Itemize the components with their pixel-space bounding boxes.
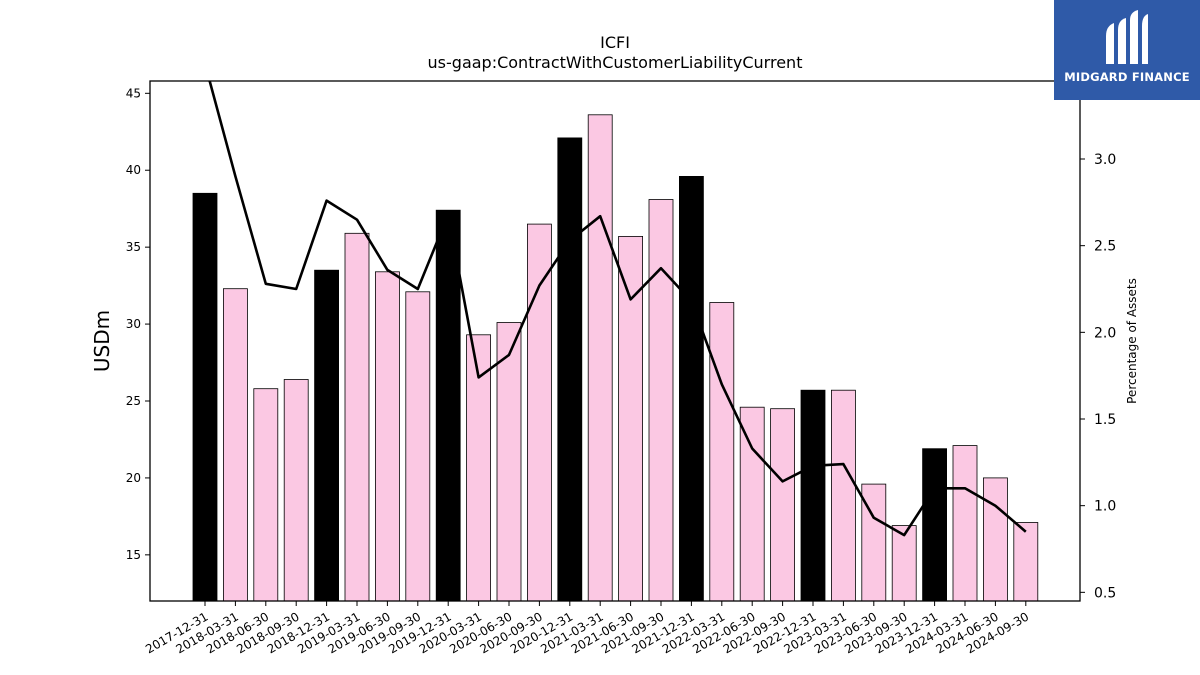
bar-2023-03-31 (831, 389, 856, 602)
bar-2024-06-30 (983, 477, 1008, 602)
y-axis-label: USDm (90, 310, 114, 372)
bar-2018-12-31 (314, 269, 340, 602)
bars-group (192, 114, 1039, 602)
bar-2019-09-30 (405, 291, 431, 602)
bar-2019-12-31 (435, 209, 461, 602)
bar-2018-03-31 (222, 288, 248, 602)
bar-2019-03-31 (344, 232, 370, 602)
chart-title: ICFI (600, 33, 630, 52)
bar-2022-12-31 (800, 389, 826, 602)
x-axis: 2017-12-312018-03-312018-06-302018-09-30… (143, 601, 1031, 656)
bar-2022-03-31 (709, 302, 735, 602)
bar-2021-03-31 (587, 114, 613, 602)
y-tick-label: 35 (126, 240, 141, 254)
y-tick-label: 25 (126, 394, 141, 408)
bar-2017-12-31 (192, 192, 218, 602)
percentage-line (208, 81, 1027, 537)
y2-tick-label: 2.0 (1094, 325, 1116, 341)
bar-2023-09-30 (891, 525, 917, 602)
y2-tick-label: 1.0 (1094, 499, 1116, 515)
y2-tick-label: 3.0 (1094, 152, 1116, 168)
plot-area-frame (149, 80, 1081, 602)
y-tick-label: 45 (126, 86, 141, 100)
bar-2022-06-30 (739, 406, 765, 602)
bar-2019-06-30 (374, 271, 400, 602)
midgard-finance-logo: MIDGARD FINANCE (1054, 0, 1200, 100)
y-tick-label: 30 (126, 317, 141, 331)
y-tick-label: 20 (126, 471, 141, 485)
bar-2018-06-30 (253, 388, 279, 602)
bar-2021-12-31 (679, 175, 704, 602)
bar-2024-03-31 (952, 445, 978, 602)
bar-2021-09-30 (648, 199, 674, 602)
y-axis-right: 0.5 1.0 1.5 2.0 2.5 3.0 (1080, 152, 1116, 601)
y2-tick-label: 0.5 (1094, 585, 1116, 601)
y-tick-label: 40 (126, 163, 141, 177)
chart-subtitle: us-gaap:ContractWithCustomerLiabilityCur… (428, 53, 803, 72)
y-tick-label: 15 (126, 548, 141, 562)
y-axis-left: 15 20 25 30 35 40 45 (126, 86, 150, 562)
bar-2023-12-31 (922, 448, 947, 602)
y2-axis-label: Percentage of Assets (1125, 278, 1139, 404)
bar-2022-09-30 (770, 408, 795, 602)
bar-2024-09-30 (1013, 522, 1039, 602)
y2-tick-label: 1.5 (1094, 412, 1116, 428)
bar-2020-03-31 (466, 334, 492, 602)
logo-text: MIDGARD FINANCE (1064, 70, 1190, 84)
bar-2020-12-31 (557, 137, 583, 602)
bar-2020-09-30 (527, 223, 552, 602)
y2-tick-label: 2.5 (1094, 239, 1116, 255)
midgard-logo-icon (1106, 10, 1148, 64)
bar-2020-06-30 (496, 322, 522, 602)
bar-2018-09-30 (283, 379, 309, 602)
